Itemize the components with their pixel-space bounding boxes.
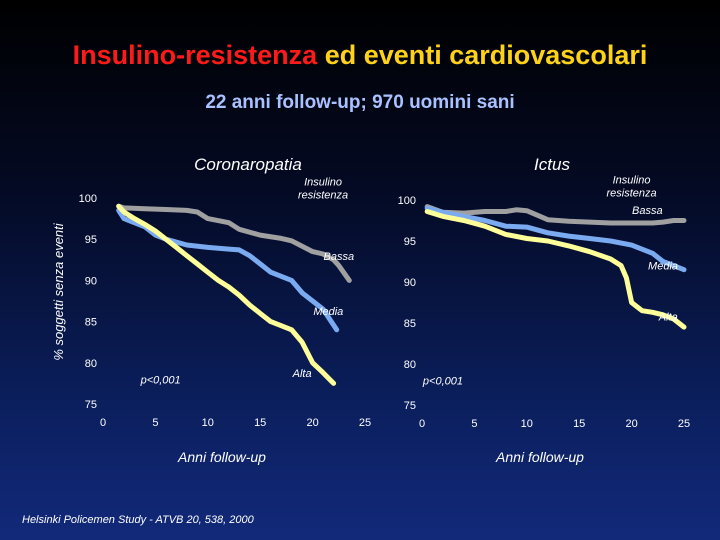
y-tick-label-100: 100 (79, 193, 97, 205)
x-tick-label-25: 25 (359, 417, 371, 429)
x-tick-label-15: 15 (573, 418, 585, 430)
y-tick-label-95: 95 (404, 236, 416, 248)
x-tick-label-15: 15 (254, 417, 266, 429)
y-tick-label-90: 90 (404, 277, 416, 289)
y-axis-label: % soggetti senza eventi (51, 222, 66, 360)
slide-title-part1: Insulino-resistenza (72, 40, 318, 70)
series-label-alta: Alta (292, 368, 312, 380)
chart-panel-1: Coronaropatia 75 80 85 90 95 100 0 5 10 15 20 25 Anni… (51, 155, 371, 465)
series-label-media: Media (648, 261, 678, 273)
slide-title-part2: ed eventi cardiovascolari (317, 40, 648, 70)
x-axis-label: Anni follow-up (177, 449, 266, 465)
annotation-1: Insulino resistenza (607, 175, 657, 200)
y-tick-label-80: 80 (85, 358, 97, 370)
x-axis-label: Anni follow-up (495, 449, 584, 465)
x-tick-label-5: 5 (152, 417, 158, 429)
slide-title: Insulino-resistenza ed eventi cardiovasc… (0, 40, 720, 71)
y-tick-label-75: 75 (85, 399, 97, 411)
x-tick-label-5: 5 (471, 418, 477, 430)
x-tick-label-20: 20 (306, 417, 318, 429)
chart-panel-2: Ictus 75 80 85 90 95 100 0 5 10 15 20 25 Anni follow-… (398, 155, 690, 465)
y-tick-label-85: 85 (404, 318, 416, 330)
series-line-bassa (424, 204, 687, 226)
series-line-media (424, 205, 687, 273)
y-tick-label-95: 95 (85, 234, 97, 246)
y-tick-label-100: 100 (398, 195, 416, 207)
source-citation: Helsinki Policemen Study - ATVB 20, 538,… (22, 514, 254, 526)
x-tick-label-10: 10 (202, 417, 214, 429)
series-label-alta: Alta (658, 312, 678, 324)
x-tick-label-25: 25 (678, 418, 690, 430)
x-tick-label-10: 10 (521, 418, 533, 430)
series-label-bassa: Bassa (632, 205, 663, 217)
series-line-alta (424, 209, 687, 330)
y-tick-label-75: 75 (404, 400, 416, 412)
chart-title: Coronaropatia (194, 155, 302, 174)
series-line-alta (116, 203, 337, 386)
series-line-bassa (116, 203, 352, 283)
annotation-1: Insulino resistenza (298, 177, 348, 202)
y-tick-label-90: 90 (85, 275, 97, 287)
annotation-2: p<0,001 (140, 374, 181, 386)
slide-subtitle: 22 anni follow-up; 970 uomini sani (205, 92, 515, 113)
annotation-2: p<0,001 (422, 376, 463, 388)
x-tick-label-20: 20 (625, 418, 637, 430)
y-tick-label-80: 80 (404, 359, 416, 371)
x-tick-label-0: 0 (419, 418, 425, 430)
y-tick-label-85: 85 (85, 317, 97, 329)
chart-title: Ictus (534, 155, 570, 174)
series-label-bassa: Bassa (324, 251, 355, 263)
series-label-media: Media (313, 306, 343, 318)
x-tick-label-0: 0 (100, 417, 106, 429)
